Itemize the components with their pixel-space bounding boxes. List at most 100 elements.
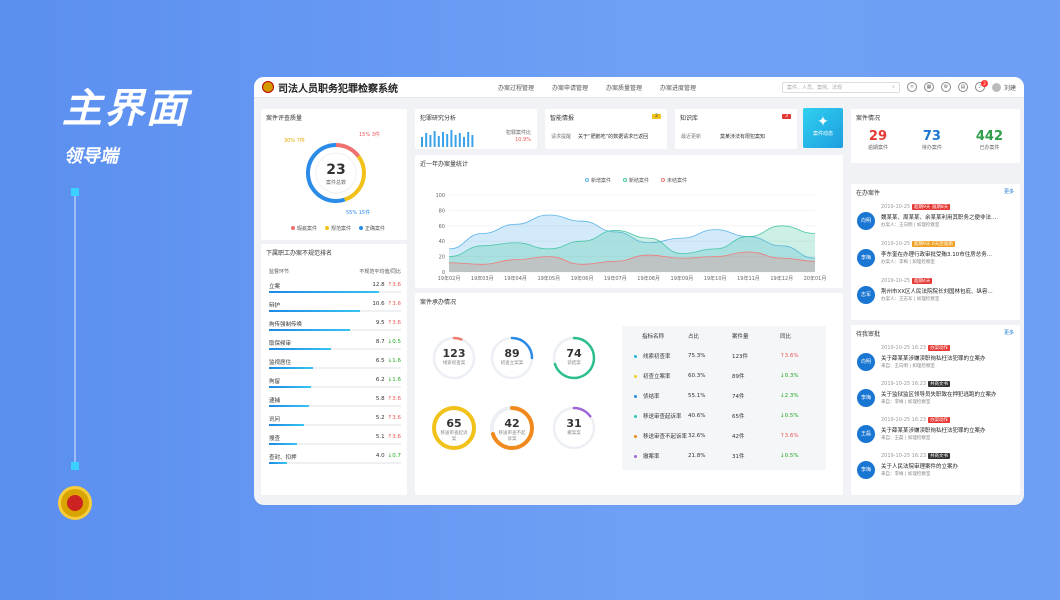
list-item[interactable]: 李梅 2019-10-25 超期9天 6天后逾期 李东奎在办理行政审批受贿3.10市住… (857, 241, 1017, 276)
change-value: 3.6 (392, 282, 401, 288)
search-input[interactable]: 案件、人员、案例、法规 ⌕ (781, 81, 900, 93)
nav-item[interactable]: 办案质量管理 (606, 84, 643, 92)
legend-label: 新结案件 (629, 178, 650, 184)
intel-card[interactable]: 智能情报 2 请求提醒 关于“肥鹅吃”的数据请求已返回 (545, 109, 667, 149)
notif-badge: 2 (980, 80, 988, 87)
nav-item[interactable]: 办案进度管理 (660, 84, 697, 92)
arrow-down-icon: ↓ (780, 393, 785, 399)
ring-caption: 移送审查起诉案 (440, 431, 468, 442)
table-cell: 42件 (732, 434, 745, 440)
hero-title: 主界面 (62, 86, 188, 132)
donut-chart (306, 143, 366, 203)
ring-caption: 线索初查案 (442, 361, 466, 366)
stat-label: 犯罪案件比 (505, 130, 531, 136)
bar-fill (269, 405, 309, 407)
knowledge-label: 最近更新 (681, 134, 702, 140)
table-cell: 55.1% (688, 393, 706, 399)
change-value: 1.6 (392, 377, 401, 383)
bulb-icon[interactable]: ☼ (906, 82, 917, 92)
chart-legend: 新增案件 新结案件 未结案件 (585, 177, 687, 184)
arrow-up-icon: ↑ (387, 282, 393, 288)
indicator-name: 移送审查不起诉率 (643, 434, 688, 440)
change-value: 1.6 (392, 358, 401, 364)
user-menu[interactable]: 刘建 (991, 82, 1016, 92)
table-cell: ↑3.6% (780, 433, 820, 439)
ranking-row: 取保候审 8.7 ↓0.5 (269, 339, 401, 353)
table-row: 初查立案率 60.3% 89件 ↓0.3% (622, 366, 826, 386)
hero-subtitle: 领导端 (64, 146, 118, 167)
bar-track (269, 443, 401, 445)
change-value: 3.6 (392, 434, 401, 440)
nav-item[interactable]: 办案过程管理 (498, 84, 535, 92)
avg-value: 10.6 (372, 301, 385, 307)
status-item[interactable]: 442 已办案件 (976, 129, 1003, 151)
item-title: 关于监狱监区领导员失职致在押犯逃跑的立案办 (881, 392, 997, 398)
progress-ring (490, 406, 534, 450)
mini-bar (471, 135, 474, 147)
mini-bar-chart (421, 130, 474, 147)
yearly-chart-card: 近一年办案量统计 新增案件 新结案件 未结案件 0 20 40 60 80 100 19年02月… (415, 155, 843, 288)
item-sub: 来自：王向明 | 如理检察室 (881, 364, 935, 369)
ranking-value: 12.8 ↑3.6 (372, 282, 401, 288)
change-value: 3.6 (392, 301, 401, 307)
more-link[interactable]: 更多 (1003, 330, 1014, 336)
status-item[interactable]: 73 待办案件 (922, 129, 942, 151)
avatar: 李梅 (857, 461, 875, 479)
progress-ring (552, 406, 596, 450)
row-dot (634, 434, 637, 438)
settings-icon[interactable]: ⚙ (940, 82, 951, 92)
nav-item[interactable]: 办案申请管理 (552, 84, 589, 92)
print-icon[interactable]: ▤ (957, 82, 968, 92)
ranking-value: 8.7 ↓0.5 (376, 339, 401, 345)
table-header-cell: 同比 (780, 334, 792, 340)
crime-analysis-card: 犯罪研究分析 犯罪案件比 10.9% (415, 109, 537, 149)
y-tick-label: 40 (439, 239, 445, 245)
in-case-card: 在办案件 更多 向明 2019-10-25 超期9天 逾期8天 魏某某、周某某、余某某… (851, 184, 1020, 320)
ranking-value: 5.8 ↑3.6 (376, 396, 401, 402)
list-item[interactable]: 王磊 2019-10-25 16:23 办案动作 关于薛某某涉嫌渎职徇私枉法犯罪的立案… (857, 417, 1017, 451)
arrow-down-icon: ↓ (387, 358, 393, 364)
card-title: 智能情报 (550, 115, 575, 122)
more-link[interactable]: 更多 (1003, 189, 1014, 195)
logo-icon (262, 81, 274, 93)
grid-icon[interactable]: ▦ (923, 82, 934, 92)
ring-caption: 移送审查不起诉案 (498, 431, 526, 442)
decor-dot (71, 462, 79, 470)
table-cell: ↓0.3% (780, 373, 820, 379)
card-title: 犯罪研究分析 (420, 115, 457, 122)
table-cell: 移送审查不起诉率 (622, 432, 688, 440)
search-icon[interactable]: ⌕ (892, 83, 895, 90)
list-item[interactable]: 志军 2019-10-25 超期4天 荆州市XX区人民法院院长刘国林包庇、纵容... 办… (857, 278, 1017, 313)
ring-label: 65 移送审查起诉案 (431, 417, 477, 442)
item-sub: 办案人：李梅 | 如理检察室 (881, 260, 935, 265)
table-row: 撤案率 21.8% 31件 ↓0.5% (622, 446, 826, 466)
status-item[interactable]: 29 逾期案件 (868, 129, 888, 151)
item-title: 关于薛某某涉嫌渎职徇私枉法犯罪的立案办 (881, 356, 986, 362)
x-tick-label: 19年04月 (504, 275, 527, 282)
table-cell: ↓0.5% (780, 413, 820, 419)
progress-ring (552, 336, 596, 380)
knowledge-card[interactable]: 知识库 3 最近更新 莫某涉法有限犯案知 (675, 109, 797, 149)
list-item[interactable]: 李梅 2019-10-25 16:23 共商文书 关于监狱监区领导员失职致在押犯逃跑的… (857, 381, 1017, 415)
bell-icon[interactable]: ♪ 2 (974, 80, 988, 92)
change-value: 3.6% (784, 353, 799, 359)
count-badge: 3 (782, 114, 791, 119)
list-item[interactable]: 向明 2019-10-25 16:23 办案动作 关于薛某某涉嫌渎职徇私枉法犯罪的立案… (857, 345, 1017, 379)
ranking-row: 监视居住 6.5 ↓1.6 (269, 358, 401, 372)
card-title: 待我审批 (856, 331, 881, 338)
status-number: 29 (868, 129, 888, 144)
main-nav: 办案过程管理 办案申请管理 办案质量管理 办案进度管理 (498, 83, 696, 92)
list-item[interactable]: 李梅 2019-10-25 16:23 共商文书 关于人民法院审理案件的立案办 来自：李… (857, 453, 1017, 487)
bar-fill (269, 386, 311, 388)
item-sub: 来自：李梅 | 如理检察室 (881, 472, 931, 477)
list-item[interactable]: 向明 2019-10-25 超期9天 逾期8天 魏某某、周某某、余某某利用其职务之便非… (857, 204, 1017, 239)
avatar (991, 82, 1001, 92)
ranking-row: 辩护 10.6 ↑3.6 (269, 301, 401, 315)
ranking-name: 辩护 (269, 303, 281, 309)
ranking-row: 讯问 5.2 ↑3.6 (269, 415, 401, 429)
x-tick-label: 19年03月 (471, 275, 494, 282)
arrow-down-icon: ↓ (780, 373, 785, 379)
legend-label: 新增案件 (591, 178, 612, 184)
case-dynamic-button[interactable]: ✦ 案件动态 (803, 108, 843, 148)
bar-fill (269, 348, 331, 350)
